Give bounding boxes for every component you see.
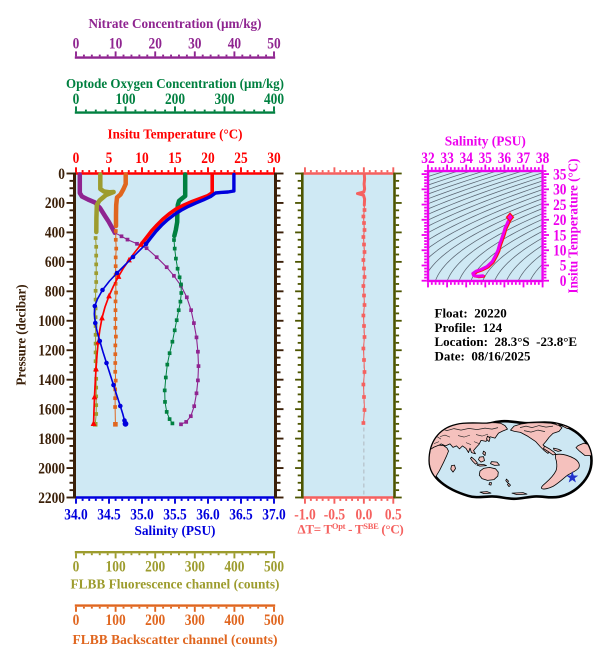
svg-text:37.0: 37.0 — [262, 507, 286, 524]
svg-text:2000: 2000 — [38, 460, 65, 477]
svg-text:1000: 1000 — [38, 313, 65, 330]
svg-text:38: 38 — [536, 150, 549, 167]
svg-text:36.0: 36.0 — [196, 507, 220, 524]
svg-text:34: 34 — [460, 150, 473, 167]
svg-text:Profile: 124: Profile: 124 — [435, 320, 503, 335]
svg-text:35: 35 — [553, 166, 566, 183]
svg-text:0: 0 — [73, 150, 80, 167]
svg-text:1600: 1600 — [38, 401, 65, 418]
svg-text:200: 200 — [165, 91, 185, 108]
svg-text:FLBB Fluorescence channel (cou: FLBB Fluorescence channel (counts) — [71, 578, 280, 593]
svg-text:100: 100 — [115, 91, 135, 108]
svg-text:35: 35 — [479, 150, 492, 167]
svg-text:Salinity (PSU): Salinity (PSU) — [135, 524, 216, 539]
svg-text:36: 36 — [498, 150, 511, 167]
svg-text:Salinity (PSU): Salinity (PSU) — [445, 135, 526, 150]
svg-text:20: 20 — [149, 36, 162, 53]
svg-text:20: 20 — [201, 150, 214, 167]
svg-text:30: 30 — [188, 36, 201, 53]
svg-text:0.5: 0.5 — [385, 507, 402, 524]
svg-text:0: 0 — [73, 559, 80, 576]
svg-text:1800: 1800 — [38, 431, 65, 448]
svg-text:35.5: 35.5 — [163, 507, 187, 524]
svg-text:Float: 20220: Float: 20220 — [435, 306, 507, 321]
svg-text:50: 50 — [267, 36, 280, 53]
svg-text:300: 300 — [185, 559, 205, 576]
svg-text:34.5: 34.5 — [97, 507, 121, 524]
svg-text:200: 200 — [45, 195, 65, 212]
svg-text:1400: 1400 — [38, 372, 65, 389]
svg-text:0.0: 0.0 — [356, 507, 373, 524]
svg-text:400: 400 — [264, 91, 284, 108]
svg-text:25: 25 — [234, 150, 247, 167]
svg-text:500: 500 — [264, 612, 284, 629]
svg-text:200: 200 — [145, 612, 165, 629]
svg-text:Optode Oxygen Concentration (µ: Optode Oxygen Concentration (µm/kg) — [66, 77, 284, 92]
svg-text:10: 10 — [553, 243, 566, 260]
svg-text:33: 33 — [440, 150, 453, 167]
svg-text:1200: 1200 — [38, 343, 65, 360]
svg-text:15: 15 — [168, 150, 181, 167]
svg-text:100: 100 — [106, 612, 126, 629]
svg-text:Pressure (decibar): Pressure (decibar) — [15, 284, 30, 385]
svg-text:32: 32 — [421, 150, 434, 167]
svg-text:20: 20 — [553, 212, 566, 229]
svg-text:0: 0 — [560, 273, 567, 290]
svg-text:400: 400 — [45, 225, 65, 242]
svg-text:37: 37 — [517, 150, 530, 167]
svg-text:Insitu Temperature (°C): Insitu Temperature (°C) — [108, 128, 243, 143]
svg-text:Location: 28.3°S -23.8°E: Location: 28.3°S -23.8°E — [435, 334, 578, 349]
svg-text:36.5: 36.5 — [229, 507, 253, 524]
svg-text:FLBB Backscatter channel (coun: FLBB Backscatter channel (counts) — [73, 633, 278, 648]
svg-text:400: 400 — [224, 612, 244, 629]
svg-text:Date: 08/16/2025: Date: 08/16/2025 — [435, 348, 532, 363]
svg-text:-1.0: -1.0 — [294, 507, 315, 524]
svg-text:10: 10 — [109, 36, 122, 53]
svg-text:600: 600 — [45, 254, 65, 271]
svg-text:30: 30 — [553, 182, 566, 199]
svg-text:30: 30 — [267, 150, 280, 167]
svg-text:100: 100 — [106, 559, 126, 576]
svg-text:-0.5: -0.5 — [324, 507, 345, 524]
svg-text:10: 10 — [135, 150, 148, 167]
svg-text:15: 15 — [553, 227, 566, 244]
svg-text:Insitu Temperature (°C): Insitu Temperature (°C) — [567, 158, 582, 293]
svg-text:0: 0 — [58, 166, 65, 183]
svg-text:40: 40 — [228, 36, 241, 53]
svg-text:800: 800 — [45, 284, 65, 301]
svg-text:Nitrate Concentration (µm/kg): Nitrate Concentration (µm/kg) — [89, 17, 262, 32]
svg-text:300: 300 — [214, 91, 234, 108]
svg-text:5: 5 — [106, 150, 113, 167]
svg-text:25: 25 — [553, 197, 566, 214]
svg-text:34.0: 34.0 — [64, 507, 88, 524]
svg-text:ΔT= TOpt - TSBE (°C): ΔT= TOpt - TSBE (°C) — [298, 521, 404, 537]
svg-text:0: 0 — [73, 612, 80, 629]
svg-text:400: 400 — [224, 559, 244, 576]
svg-text:5: 5 — [560, 258, 567, 275]
svg-text:2200: 2200 — [38, 490, 65, 507]
svg-text:0: 0 — [73, 36, 80, 53]
svg-text:500: 500 — [264, 559, 284, 576]
svg-text:300: 300 — [185, 612, 205, 629]
svg-text:35.0: 35.0 — [130, 507, 154, 524]
svg-text:200: 200 — [145, 559, 165, 576]
svg-text:0: 0 — [73, 91, 80, 108]
